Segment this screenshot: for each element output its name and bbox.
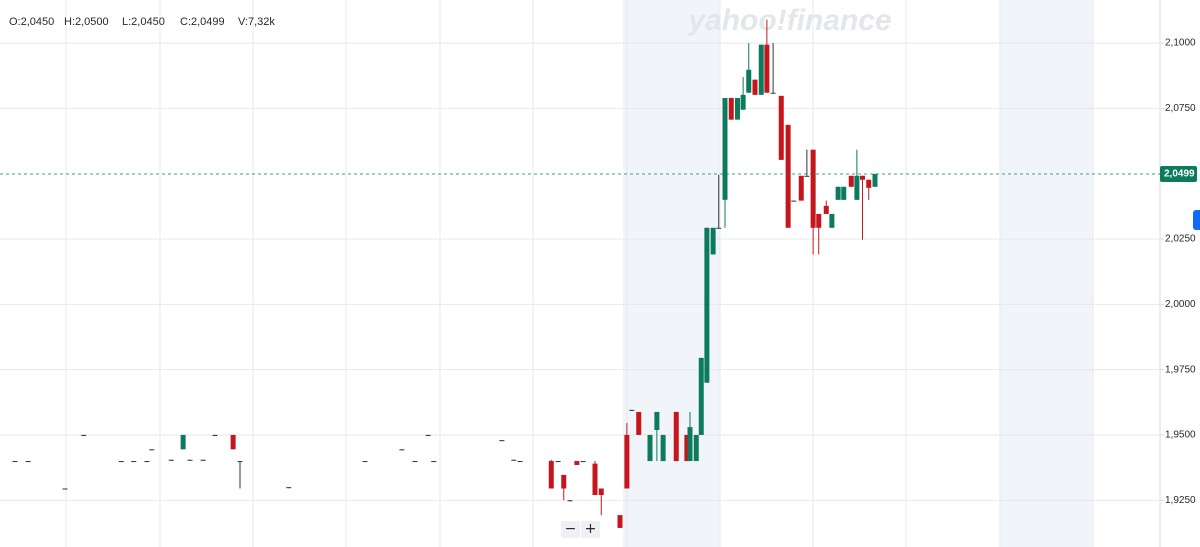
y-tick-label: 1,9750 (1165, 364, 1196, 375)
candle-body (425, 434, 431, 436)
candle-body (431, 461, 437, 463)
ohlc-header: H:2,0500 (64, 16, 109, 28)
candle-body (848, 175, 854, 187)
candle-body (412, 461, 418, 463)
candle-body (81, 434, 87, 436)
candle-body (624, 434, 630, 489)
candle-body (791, 200, 797, 202)
y-tick-label: 2,0000 (1165, 299, 1196, 310)
candle-body (511, 459, 517, 461)
y-tick-label: 1,9500 (1165, 430, 1196, 441)
candle-body (698, 357, 704, 435)
candle-body (187, 459, 193, 461)
candle-body (810, 149, 816, 228)
candle-body (746, 69, 752, 93)
session-shade (623, 0, 720, 547)
candle-body (237, 461, 243, 463)
y-tick-label: 1,9250 (1165, 495, 1196, 506)
candle-body (131, 461, 137, 463)
candle-body (230, 434, 236, 450)
zoom-out-button[interactable]: − (561, 521, 580, 538)
candle-body (758, 44, 764, 95)
session-shade (1000, 0, 1093, 547)
candle-body (835, 186, 841, 200)
candle-body (693, 434, 699, 462)
candle-body (212, 434, 218, 436)
candle-body (362, 461, 368, 463)
candle-body (548, 461, 554, 489)
candle-body (654, 411, 660, 430)
candle-body (144, 461, 150, 463)
candle-body (722, 97, 728, 200)
candle-body (716, 227, 722, 229)
candle-body (816, 213, 822, 228)
candle-body (728, 97, 734, 120)
candle-body (684, 434, 690, 462)
y-tick-label: 2,0750 (1165, 103, 1196, 114)
zoom-in-button[interactable]: + (581, 521, 600, 538)
candle-body (785, 124, 791, 228)
candle-body (629, 409, 635, 411)
candle-body (798, 175, 804, 201)
candle-body (499, 440, 505, 442)
candle-body (567, 500, 573, 502)
candle-body (704, 227, 710, 383)
y-tick-label: 2,1000 (1165, 38, 1196, 49)
candle-body (823, 205, 829, 214)
candle-body (149, 449, 155, 451)
candle-body (12, 461, 18, 463)
watermark: yahoo!finance (686, 4, 891, 37)
candle-body (561, 474, 567, 489)
candle-body (660, 434, 666, 462)
last-price-tag (1160, 165, 1197, 182)
candle-body (592, 463, 598, 496)
candle-body (574, 461, 580, 465)
candle-body (647, 434, 653, 462)
candle-body (764, 44, 770, 93)
candle-body (62, 488, 68, 490)
candle-body (854, 175, 860, 200)
candle-body (399, 449, 405, 451)
candle-body (735, 97, 740, 120)
candle-body (860, 175, 865, 180)
candle-body (555, 461, 561, 463)
candle-body (752, 79, 758, 95)
candle-body (687, 427, 693, 462)
candle-body (673, 411, 679, 462)
candle-body (778, 95, 784, 160)
candle-body (866, 179, 872, 188)
ohlc-header: L:2,0450 (122, 16, 165, 28)
candle-body (118, 461, 124, 463)
candle-body (286, 487, 292, 489)
candle-body (740, 94, 746, 110)
candle-body (770, 92, 776, 94)
side-tab[interactable] (1193, 210, 1200, 230)
candle-body (168, 459, 174, 461)
ohlc-header: O:2,0450 (9, 16, 54, 28)
candle-body (25, 461, 31, 463)
candle-body (829, 213, 835, 228)
candle-body (872, 173, 878, 187)
candle-body (617, 515, 623, 528)
candle-body (580, 461, 586, 463)
ohlc-header: C:2,0499 (180, 16, 225, 28)
y-tick-label: 2,0250 (1165, 234, 1196, 245)
candle-body (517, 461, 523, 463)
candle-body (598, 488, 604, 496)
candle-body (804, 175, 810, 177)
candle-body (200, 459, 206, 461)
ohlc-header: V:7,32k (238, 16, 275, 28)
candle-body (710, 227, 716, 255)
candle-body (180, 434, 186, 450)
candle-body (636, 411, 642, 435)
last-price-label: 2,0499 (1164, 169, 1195, 180)
candle-body (841, 186, 847, 200)
